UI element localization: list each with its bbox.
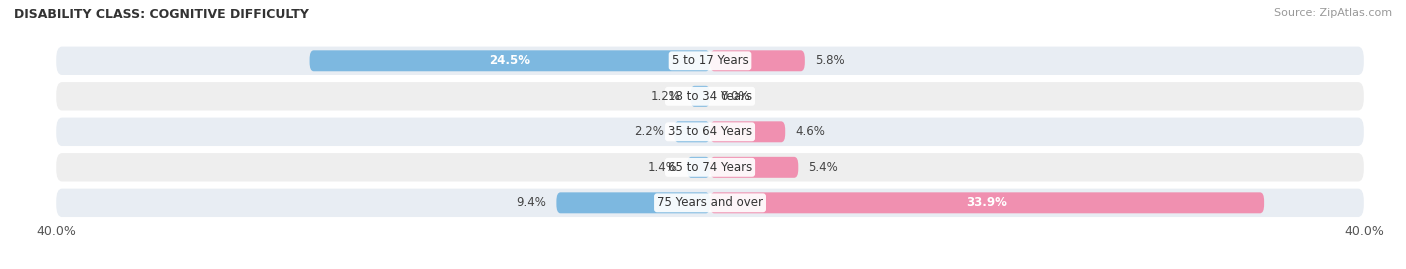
FancyBboxPatch shape (56, 82, 1364, 111)
FancyBboxPatch shape (56, 118, 1364, 146)
Text: 1.4%: 1.4% (648, 161, 678, 174)
Text: 5 to 17 Years: 5 to 17 Years (672, 54, 748, 67)
FancyBboxPatch shape (710, 157, 799, 178)
Text: 2.2%: 2.2% (634, 125, 664, 138)
Text: 24.5%: 24.5% (489, 54, 530, 67)
FancyBboxPatch shape (710, 121, 785, 142)
Text: 9.4%: 9.4% (517, 196, 547, 209)
FancyBboxPatch shape (309, 50, 710, 71)
FancyBboxPatch shape (688, 157, 710, 178)
FancyBboxPatch shape (56, 47, 1364, 75)
Text: 33.9%: 33.9% (967, 196, 1008, 209)
FancyBboxPatch shape (690, 86, 710, 107)
FancyBboxPatch shape (557, 192, 710, 213)
Text: DISABILITY CLASS: COGNITIVE DIFFICULTY: DISABILITY CLASS: COGNITIVE DIFFICULTY (14, 8, 309, 21)
Text: Source: ZipAtlas.com: Source: ZipAtlas.com (1274, 8, 1392, 18)
Text: 75 Years and over: 75 Years and over (657, 196, 763, 209)
Text: 5.4%: 5.4% (808, 161, 838, 174)
Text: 0.0%: 0.0% (720, 90, 749, 103)
Text: 35 to 64 Years: 35 to 64 Years (668, 125, 752, 138)
FancyBboxPatch shape (710, 192, 1264, 213)
Text: 5.8%: 5.8% (814, 54, 844, 67)
Text: 4.6%: 4.6% (794, 125, 825, 138)
Text: 18 to 34 Years: 18 to 34 Years (668, 90, 752, 103)
FancyBboxPatch shape (56, 153, 1364, 182)
Text: 65 to 74 Years: 65 to 74 Years (668, 161, 752, 174)
FancyBboxPatch shape (710, 50, 804, 71)
FancyBboxPatch shape (56, 189, 1364, 217)
Legend: Male, Female: Male, Female (636, 266, 785, 269)
FancyBboxPatch shape (673, 121, 710, 142)
Text: 1.2%: 1.2% (651, 90, 681, 103)
